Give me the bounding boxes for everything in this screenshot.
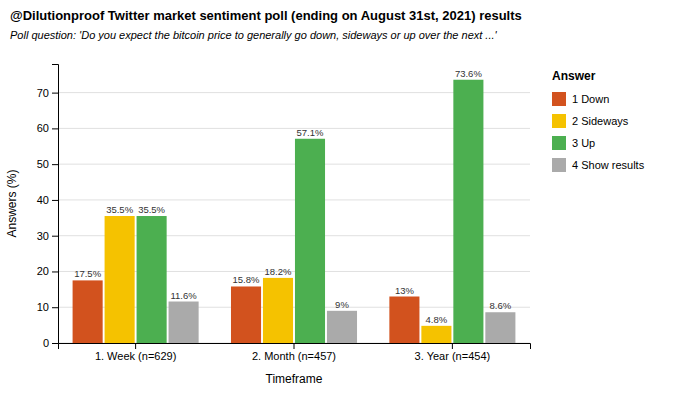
bar xyxy=(169,302,199,343)
x-tick-label: 3. Year (n=454) xyxy=(415,350,491,362)
y-tick-label: 20 xyxy=(37,265,49,277)
legend-item: 3 Up xyxy=(552,136,595,150)
y-axis: 0 10 20 30 40 50 60 70 xyxy=(37,65,59,350)
plot: 17.5% 15.8% 13% 35.5% 18.2% 4.8% 35.5% 57.1% 73.… xyxy=(37,65,531,362)
legend-title: Answer xyxy=(552,69,596,83)
y-tick-mark xyxy=(52,200,58,201)
bar xyxy=(295,139,325,343)
data-label: 17.5% xyxy=(74,268,101,279)
legend-swatch xyxy=(552,158,566,172)
data-label: 18.2% xyxy=(265,266,292,277)
y-tick-label: 50 xyxy=(37,158,49,170)
x-axis: 1. Week (n=629) 2. Month (n=457) 3. Year (… xyxy=(59,343,531,362)
chart: @Dilutionproof Twitter market sentiment … xyxy=(0,0,700,393)
y-tick: 0 xyxy=(43,337,58,349)
y-tick: 50 xyxy=(37,158,58,170)
legend: Answer 1 Down 2 Sideways 3 Up 4 Show results xyxy=(552,69,645,172)
y-tick-mark xyxy=(52,93,58,94)
bar xyxy=(327,311,357,343)
bars xyxy=(73,80,516,343)
legend-item: 4 Show results xyxy=(552,158,645,172)
data-label: 4.8% xyxy=(426,314,448,325)
data-label: 35.5% xyxy=(106,204,133,215)
x-tick-mark xyxy=(452,343,453,349)
bar xyxy=(73,280,103,343)
legend-label: 1 Down xyxy=(572,93,609,105)
bar xyxy=(421,326,451,343)
data-label: 8.6% xyxy=(490,300,512,311)
y-tick: 40 xyxy=(37,194,58,206)
y-tick-label: 10 xyxy=(37,301,49,313)
data-label: 13% xyxy=(395,285,415,296)
x-axis-title: Timeframe xyxy=(266,372,323,386)
x-tick-label: 1. Week (n=629) xyxy=(95,350,176,362)
bar xyxy=(389,297,419,344)
data-label: 11.6% xyxy=(170,290,197,301)
title: @Dilutionproof Twitter market sentiment … xyxy=(10,8,522,23)
bar xyxy=(231,286,261,343)
x-tick: 2. Month (n=457) xyxy=(252,343,336,362)
x-tick: 1. Week (n=629) xyxy=(95,343,176,362)
y-tick: 20 xyxy=(37,265,58,277)
x-tick-mark xyxy=(135,343,136,349)
bar xyxy=(485,312,515,343)
y-tick-label: 70 xyxy=(37,87,49,99)
y-tick-mark xyxy=(52,343,58,344)
y-tick-mark xyxy=(52,271,58,272)
bar xyxy=(453,80,483,343)
data-labels: 17.5% 15.8% 13% 35.5% 18.2% 4.8% 35.5% 57.1% 73.… xyxy=(74,68,512,325)
legend-label: 3 Up xyxy=(572,137,595,149)
legend-label: 4 Show results xyxy=(572,159,645,171)
y-tick-mark xyxy=(52,164,58,165)
bar xyxy=(263,278,293,343)
legend-swatch xyxy=(552,92,566,106)
y-tick: 10 xyxy=(37,301,58,313)
y-tick-label: 0 xyxy=(43,337,49,349)
data-label: 9% xyxy=(335,299,349,310)
x-tick-label: 2. Month (n=457) xyxy=(252,350,336,362)
y-tick-label: 40 xyxy=(37,194,49,206)
bar xyxy=(105,216,135,343)
y-tick-mark xyxy=(52,128,58,129)
y-tick-label: 30 xyxy=(37,230,49,242)
legend-item: 2 Sideways xyxy=(552,114,629,128)
data-label: 35.5% xyxy=(138,204,165,215)
y-tick-label: 60 xyxy=(37,122,49,134)
y-tick-mark xyxy=(52,307,58,308)
x-tick-mark xyxy=(294,343,295,349)
y-axis-line xyxy=(52,65,59,344)
legend-swatch xyxy=(552,114,566,128)
y-axis-title: Answers (%) xyxy=(5,169,19,237)
legend-swatch xyxy=(552,136,566,150)
y-tick: 60 xyxy=(37,122,58,134)
y-tick: 30 xyxy=(37,230,58,242)
x-tick: 3. Year (n=454) xyxy=(415,343,491,362)
data-label: 57.1% xyxy=(297,127,324,138)
bar xyxy=(137,216,167,343)
x-axis-line xyxy=(59,344,531,350)
legend-item: 1 Down xyxy=(552,92,609,106)
data-label: 73.6% xyxy=(455,68,482,79)
y-tick-mark xyxy=(52,236,58,237)
subtitle: Poll question: 'Do you expect the bitcoi… xyxy=(10,29,498,41)
data-label: 15.8% xyxy=(233,274,260,285)
y-tick: 70 xyxy=(37,87,58,99)
legend-label: 2 Sideways xyxy=(572,115,629,127)
